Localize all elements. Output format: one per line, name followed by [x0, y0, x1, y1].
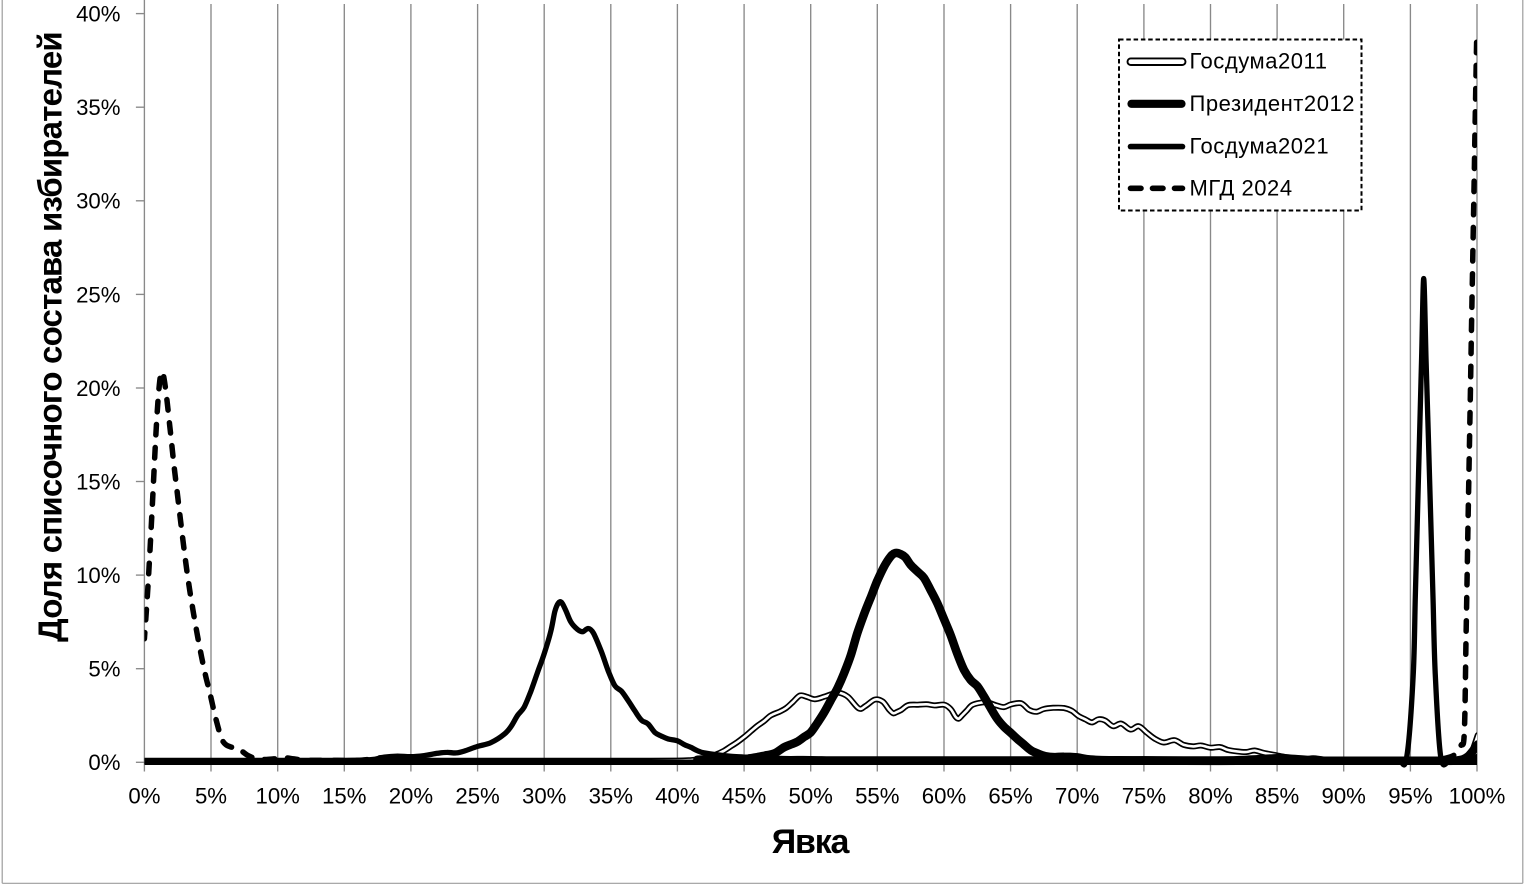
svg-text:40%: 40%: [76, 2, 120, 27]
svg-text:50%: 50%: [788, 784, 832, 809]
svg-text:0%: 0%: [128, 784, 160, 809]
svg-text:МГД 2024: МГД 2024: [1190, 175, 1293, 200]
svg-text:90%: 90%: [1321, 784, 1365, 809]
svg-text:10%: 10%: [76, 563, 120, 588]
svg-text:15%: 15%: [76, 469, 120, 494]
svg-text:10%: 10%: [255, 784, 299, 809]
svg-text:Госдума2011: Госдума2011: [1190, 49, 1328, 74]
svg-text:85%: 85%: [1255, 784, 1299, 809]
svg-text:20%: 20%: [389, 784, 433, 809]
svg-text:35%: 35%: [76, 95, 120, 120]
svg-text:Доля списочного состава избира: Доля списочного состава избирателей: [32, 32, 69, 642]
svg-text:35%: 35%: [589, 784, 633, 809]
svg-text:25%: 25%: [76, 282, 120, 307]
svg-text:30%: 30%: [522, 784, 566, 809]
svg-text:25%: 25%: [455, 784, 499, 809]
svg-text:0%: 0%: [88, 750, 120, 775]
svg-text:65%: 65%: [988, 784, 1032, 809]
svg-text:70%: 70%: [1055, 784, 1099, 809]
svg-text:Президент2012: Президент2012: [1190, 91, 1356, 116]
svg-text:30%: 30%: [76, 189, 120, 214]
svg-text:20%: 20%: [76, 376, 120, 401]
svg-text:80%: 80%: [1188, 784, 1232, 809]
svg-text:100%: 100%: [1449, 784, 1506, 809]
svg-text:40%: 40%: [655, 784, 699, 809]
svg-text:55%: 55%: [855, 784, 899, 809]
svg-text:15%: 15%: [322, 784, 366, 809]
svg-text:Госдума2021: Госдума2021: [1190, 134, 1330, 159]
svg-text:5%: 5%: [195, 784, 227, 809]
svg-text:95%: 95%: [1388, 784, 1432, 809]
svg-text:45%: 45%: [722, 784, 766, 809]
svg-text:5%: 5%: [88, 657, 120, 682]
svg-text:75%: 75%: [1122, 784, 1166, 809]
svg-text:60%: 60%: [922, 784, 966, 809]
svg-text:Явка: Явка: [772, 823, 851, 861]
